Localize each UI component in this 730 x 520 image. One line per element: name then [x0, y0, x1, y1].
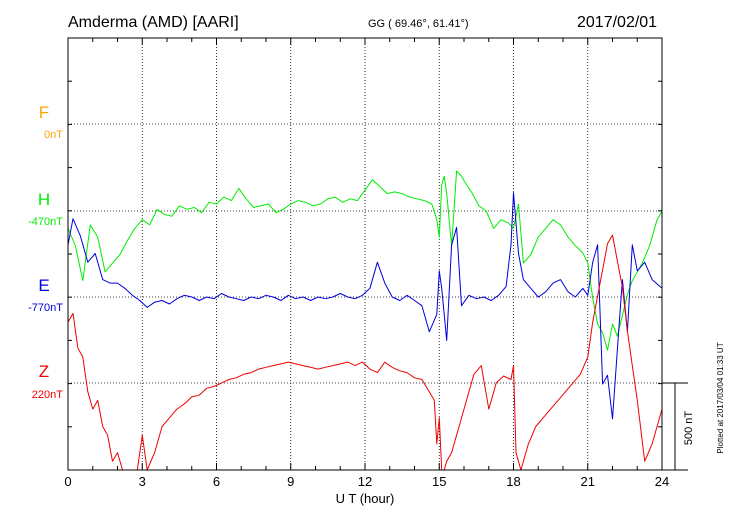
- x-tick-label: 9: [287, 474, 294, 489]
- series-line-Z: [67, 234, 663, 471]
- series-labels: F 0nT H -470nT E -770nT Z 220nT: [28, 103, 63, 401]
- grid-lines: [68, 38, 662, 470]
- series-name-Z: Z: [39, 362, 49, 381]
- series-name-H: H: [38, 190, 50, 209]
- series-baseline-F: 0nT: [44, 129, 63, 141]
- series-lines: [67, 170, 663, 471]
- series-line-H: [67, 170, 663, 351]
- series-line-E: [67, 192, 663, 420]
- x-tick-label: 6: [213, 474, 220, 489]
- x-tick-label: 21: [581, 474, 595, 489]
- x-tick-label: 24: [655, 474, 669, 489]
- series-name-E: E: [38, 276, 49, 295]
- geographic-coords: GG ( 69.46°, 61.41°): [368, 18, 469, 30]
- x-tick-label: 15: [432, 474, 446, 489]
- series-baseline-H: -470nT: [28, 216, 63, 228]
- date-label: 2017/02/01: [577, 14, 657, 31]
- series-baseline-Z: 220nT: [32, 389, 63, 401]
- series-baseline-E: -770nT: [28, 302, 63, 314]
- x-axis-label: U T (hour): [336, 491, 395, 506]
- x-tick-label: 3: [139, 474, 146, 489]
- scale-bar: 500 nT: [662, 382, 695, 471]
- x-axis-ticks: 0 3 6 9 12 15 18 21 24: [64, 37, 669, 489]
- x-tick-label: 18: [506, 474, 520, 489]
- station-title: Amderma (AMD) [AARI]: [68, 14, 239, 31]
- series-name-F: F: [39, 103, 49, 122]
- x-tick-label: 0: [64, 474, 71, 489]
- plotted-timestamp: Plotted at 2017/03/04 01:33 UT: [716, 342, 725, 453]
- scale-bar-label: 500 nT: [683, 411, 695, 446]
- x-tick-label: 12: [358, 474, 372, 489]
